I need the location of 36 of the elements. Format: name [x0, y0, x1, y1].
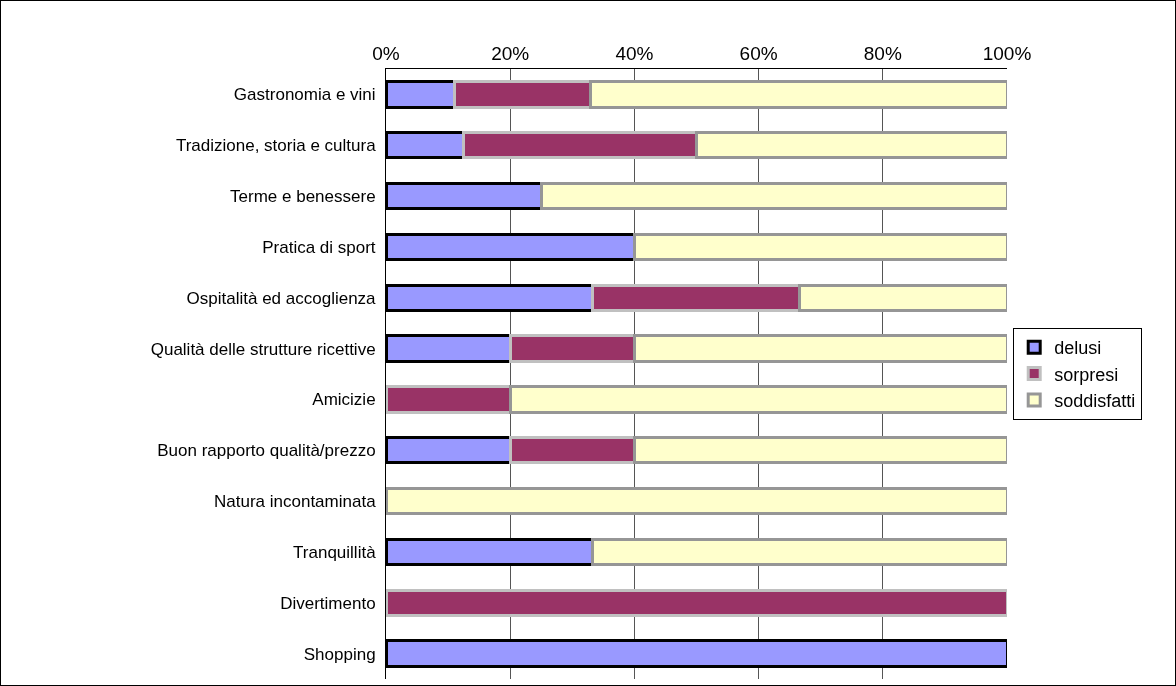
y-tick-label: Gastronomia e vini — [233, 85, 376, 105]
x-tick-label: 40% — [615, 43, 654, 65]
legend-label: delusi — [1054, 338, 1102, 359]
bar — [539, 181, 1007, 211]
bar — [695, 131, 1007, 160]
bar — [508, 385, 1007, 414]
x-tick-label: 100% — [982, 43, 1032, 65]
bar — [508, 334, 636, 363]
bar — [386, 588, 1007, 617]
bar — [632, 232, 1007, 262]
legend-label: soddisfatti — [1054, 391, 1136, 412]
bar — [589, 80, 1007, 109]
bar — [591, 537, 1007, 567]
y-tick-label: Tradizione, storia e cultura — [175, 136, 377, 156]
y-tick-label: Natura incontaminata — [214, 492, 377, 512]
bar — [386, 486, 1007, 516]
bar — [462, 131, 698, 160]
bar — [798, 283, 1007, 312]
y-tick-label: Buon rapporto qualità/prezzo — [157, 441, 376, 461]
x-tick-label: 0% — [372, 43, 400, 65]
legend-label: sorpresi — [1054, 364, 1119, 385]
bar — [386, 385, 512, 414]
x-tick-label: 20% — [491, 43, 530, 65]
y-tick-label: Divertimento — [280, 593, 376, 613]
x-tick-label: 60% — [739, 43, 778, 65]
y-tick-label: Terme e benessere — [230, 187, 376, 207]
y-tick-label: Pratica di sport — [262, 237, 376, 257]
y-tick-label: Shopping — [303, 644, 376, 664]
y-tick-label: Tranquillità — [293, 542, 377, 562]
y-tick-label: Qualità delle strutture ricettive — [150, 339, 376, 359]
x-tick-label: 80% — [863, 43, 902, 65]
bar — [632, 436, 1007, 465]
bar — [632, 334, 1007, 363]
y-tick-label: Amicizie — [312, 390, 376, 410]
y-tick-label: Ospitalità ed accoglienza — [186, 288, 377, 308]
bar — [508, 436, 636, 465]
